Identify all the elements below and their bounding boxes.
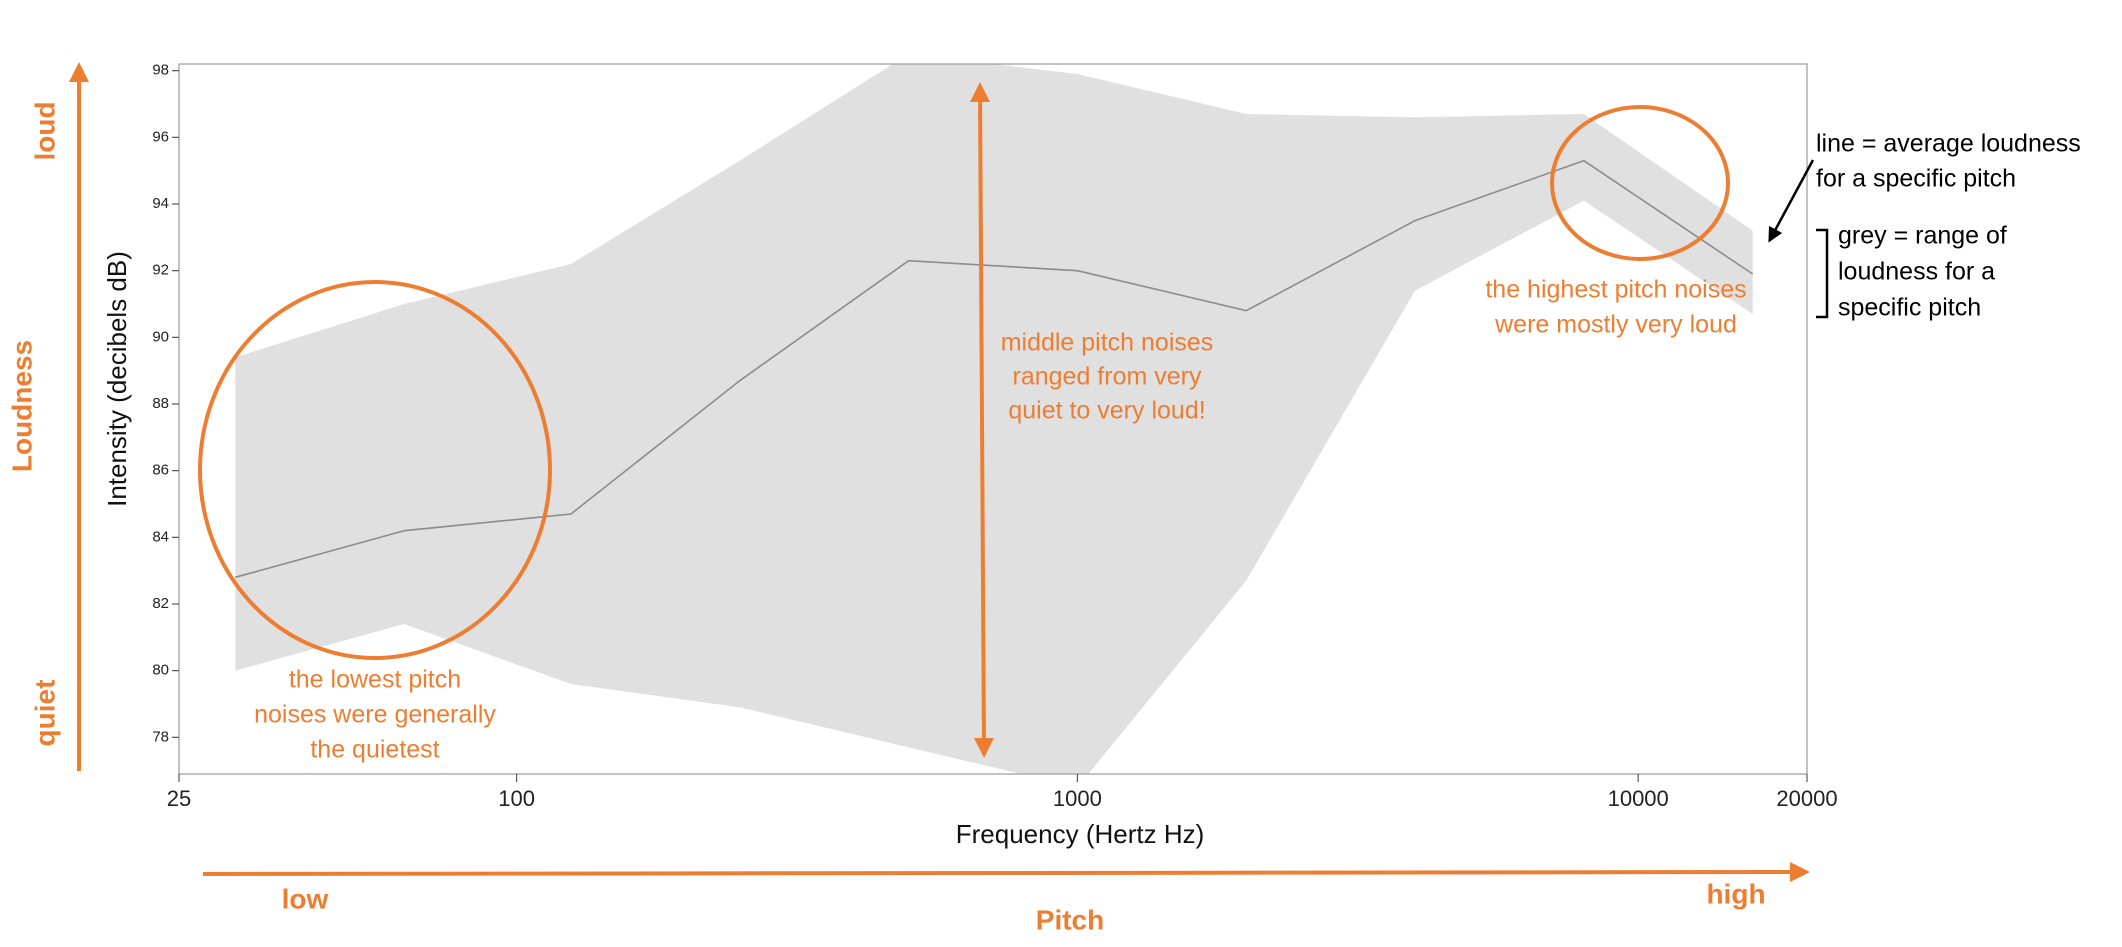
plot-frame	[178, 63, 1808, 775]
y-tick-label: 86	[152, 462, 169, 479]
plot-area	[235, 64, 1754, 774]
x-tick-label: 1000	[1053, 786, 1102, 811]
loud-label: loud	[29, 101, 60, 160]
y-tick-label: 78	[152, 728, 169, 745]
pitch-title: Pitch	[1036, 904, 1104, 935]
loudness-title: Loudness	[6, 340, 37, 472]
range-arrow	[970, 82, 994, 758]
annotation-text: ranged from very	[1013, 363, 1202, 391]
y-tick-label: 80	[152, 662, 169, 679]
y-tick-label: 88	[152, 395, 169, 412]
x-tick-label: 10000	[1608, 786, 1669, 811]
annotation-text: the quietest	[310, 736, 439, 764]
y-tick-label: 90	[152, 328, 169, 345]
pitch-arrow	[202, 862, 1810, 883]
annotation-text: the highest pitch noises	[1485, 276, 1746, 304]
annotation-text: noises were generally	[254, 701, 496, 729]
low-label: low	[282, 883, 329, 914]
y-tick-label: 98	[152, 62, 169, 79]
low-pitch-circle	[198, 280, 552, 660]
y-axis-label: Intensity (decibels dB)	[102, 251, 132, 507]
note-bracket	[1816, 228, 1829, 319]
annotation-text: were mostly very loud	[1494, 311, 1737, 339]
high-label: high	[1706, 878, 1765, 909]
y-tick-label: 94	[152, 195, 169, 212]
y-tick-label: 96	[152, 128, 169, 145]
y-tick-label: 84	[152, 528, 169, 545]
legend-note: line = average loudness	[1816, 130, 2081, 158]
annotation-text: middle pitch noises	[1001, 329, 1214, 357]
x-tick-label: 20000	[1776, 786, 1837, 811]
y-tick-label: 92	[152, 262, 169, 279]
x-axis-label: Frequency (Hertz Hz)	[956, 819, 1205, 849]
note-arrow	[1768, 159, 1815, 243]
annotation-text: quiet to very loud!	[1008, 397, 1205, 425]
quiet-label: quiet	[29, 680, 60, 747]
annotation-text: the lowest pitch	[289, 666, 461, 694]
x-tick-label: 25	[167, 786, 191, 811]
high-pitch-circle	[1550, 105, 1730, 261]
x-tick-label: 100	[498, 786, 535, 811]
legend-note: specific pitch	[1838, 294, 1981, 322]
legend-note: loudness for a	[1838, 258, 1995, 286]
legend-note: grey = range of	[1838, 222, 2007, 250]
legend-note: for a specific pitch	[1816, 165, 2016, 193]
y-tick-label: 82	[152, 595, 169, 612]
range-band	[235, 64, 1753, 774]
